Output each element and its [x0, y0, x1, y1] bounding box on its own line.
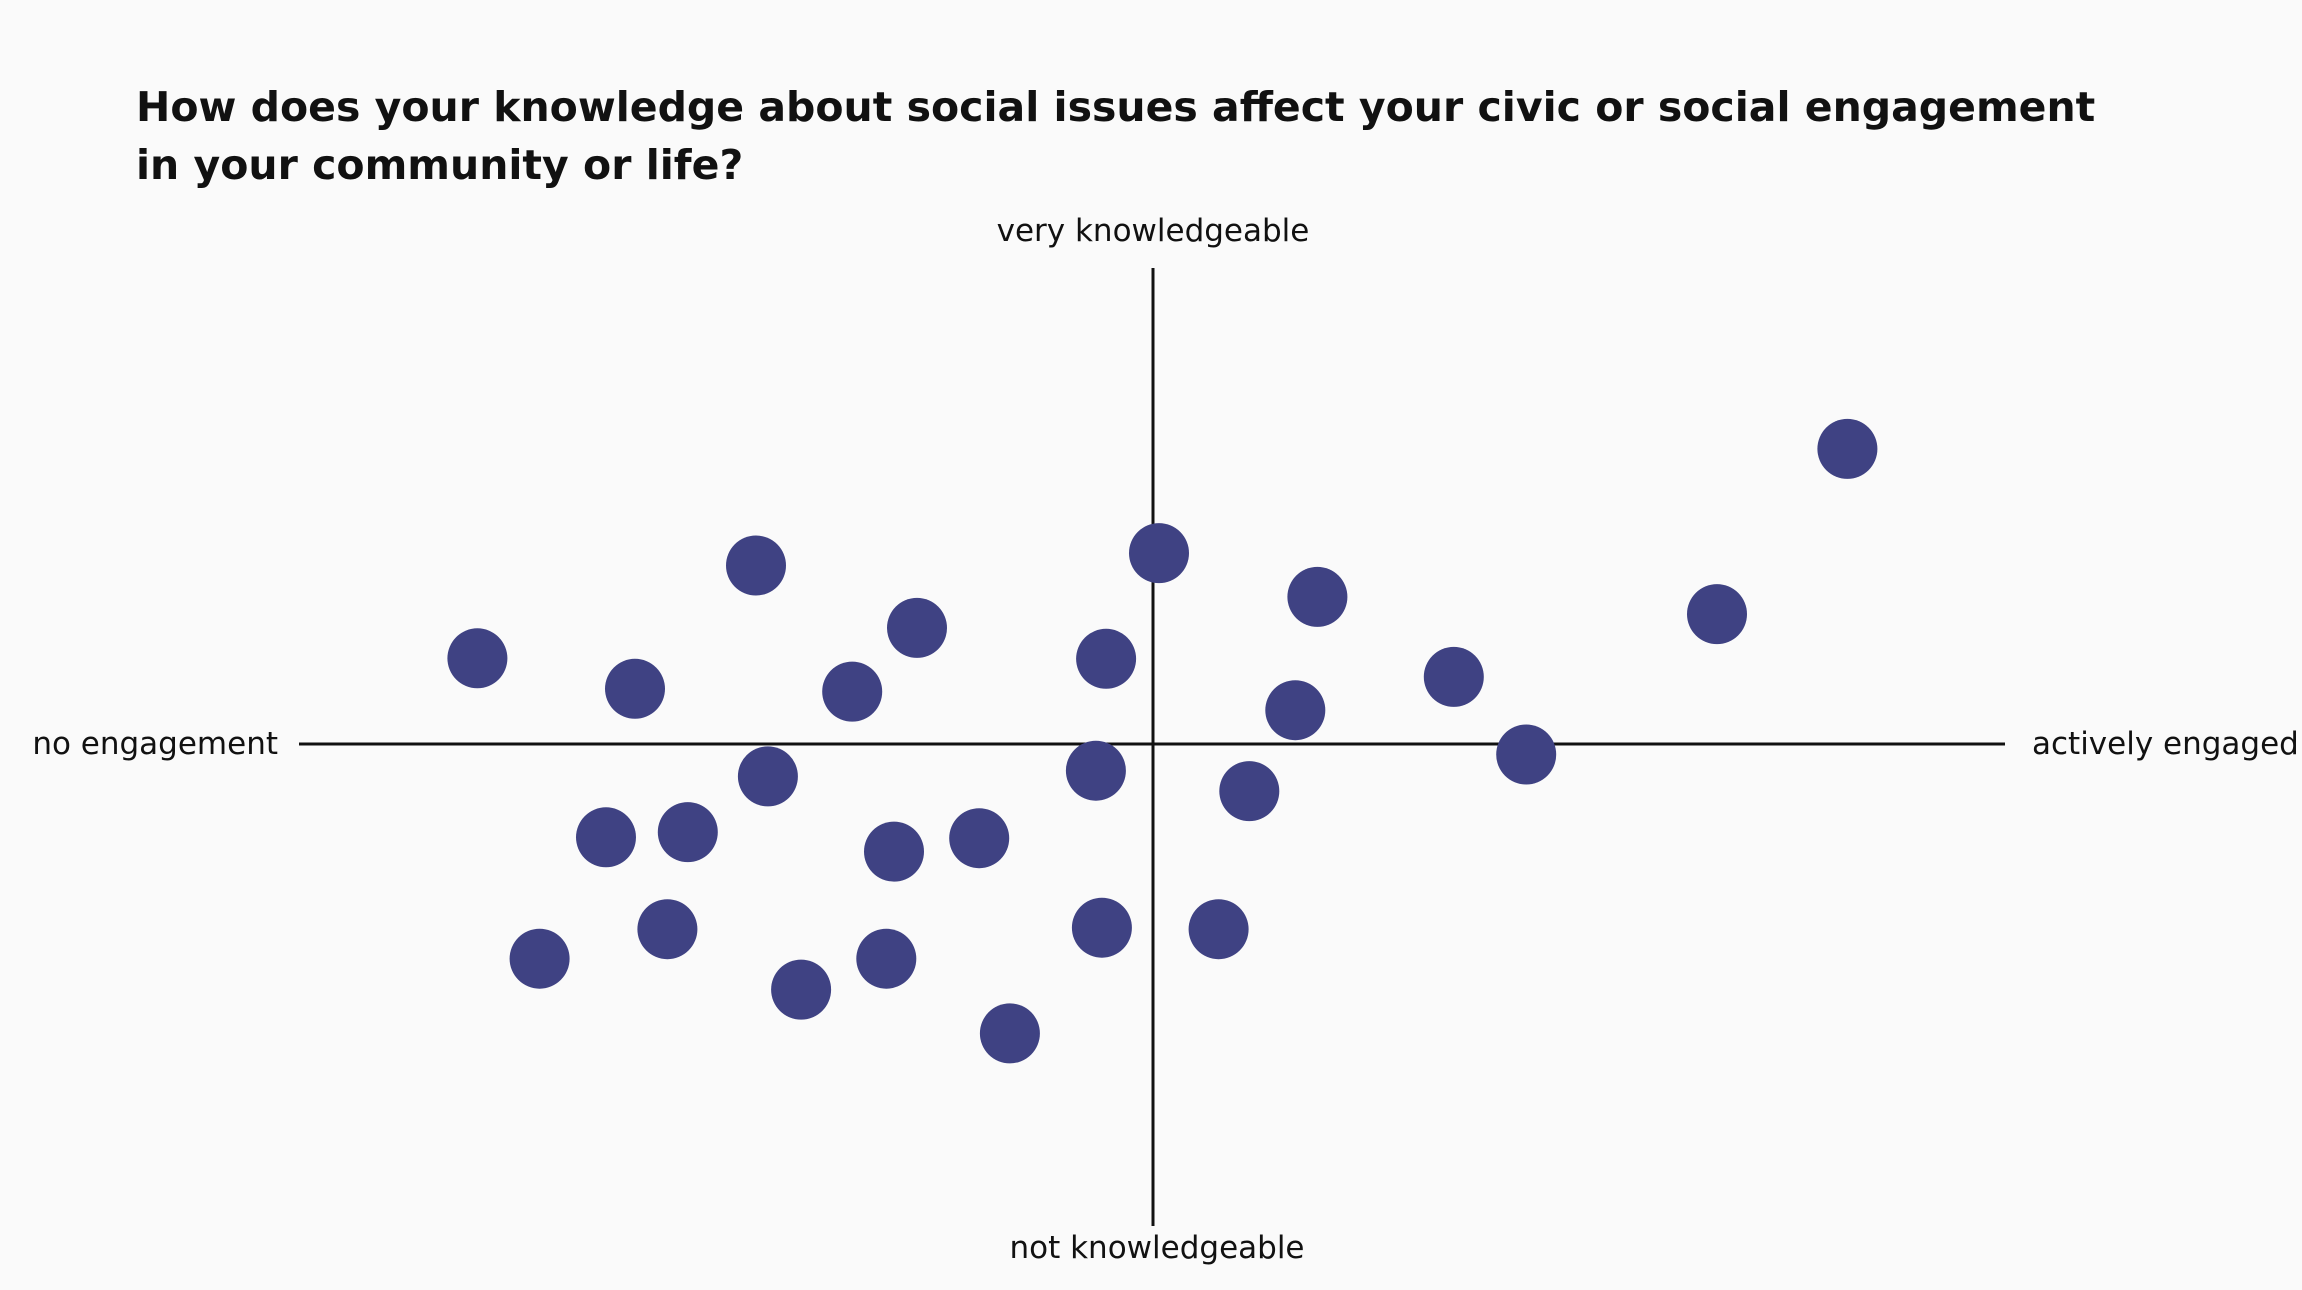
- data-point-1: [1817, 418, 1878, 479]
- data-point-23: [605, 658, 665, 719]
- x-axis-high-label: actively engaged: [2032, 726, 2299, 762]
- data-point-18: [856, 928, 917, 989]
- y-axis-low-label: not knowledgeable: [1009, 1230, 1304, 1266]
- data-point-25: [637, 899, 698, 960]
- x-axis-low-label: no engagement: [32, 726, 278, 762]
- data-point-21: [726, 535, 786, 596]
- data-point-12: [1071, 897, 1132, 958]
- data-point-13: [979, 1003, 1040, 1064]
- data-point-19: [771, 959, 832, 1020]
- data-point-8: [1188, 899, 1249, 960]
- data-point-7: [1219, 761, 1280, 822]
- data-point-14: [949, 808, 1010, 869]
- data-point-6: [1265, 680, 1326, 741]
- data-point-26: [509, 928, 570, 989]
- data-point-22: [657, 802, 718, 863]
- data-points: [447, 418, 1878, 1064]
- data-point-5: [1287, 566, 1348, 627]
- data-point-16: [864, 821, 924, 882]
- chart-title: How does your knowledge about social iss…: [136, 83, 2096, 189]
- y-axis-high-label: very knowledgeable: [997, 213, 1310, 249]
- data-point-10: [1076, 628, 1137, 689]
- data-point-27: [447, 628, 508, 689]
- data-point-11: [1065, 740, 1126, 801]
- data-point-20: [737, 746, 798, 807]
- data-point-4: [1423, 646, 1484, 707]
- data-point-9: [1129, 523, 1189, 584]
- data-point-24: [576, 807, 636, 868]
- data-point-2: [1687, 584, 1747, 645]
- data-point-15: [887, 597, 947, 658]
- data-point-3: [1496, 724, 1557, 785]
- data-point-17: [822, 661, 883, 722]
